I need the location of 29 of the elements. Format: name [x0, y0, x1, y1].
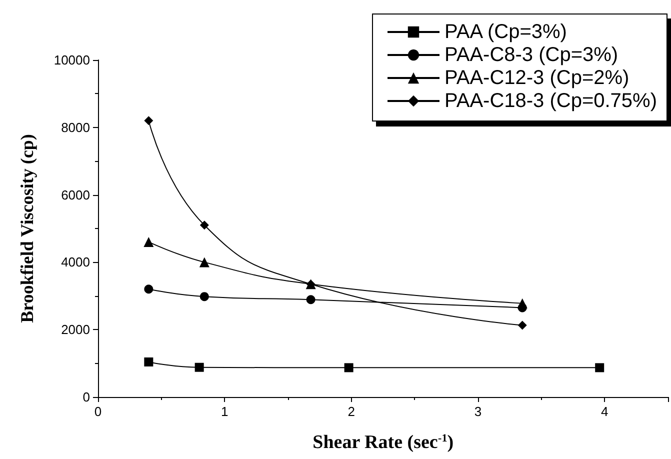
point [144, 236, 154, 247]
point [144, 284, 154, 294]
point [518, 320, 527, 330]
x-tick-label: 0 [94, 404, 102, 419]
y-tick-label: 4000 [61, 254, 90, 270]
x-tick-label: 1 [221, 404, 228, 419]
point [144, 357, 154, 366]
x-tick-label: 4 [601, 404, 608, 419]
y-tick-label: 0 [82, 390, 90, 404]
x-tick-label: 3 [474, 404, 482, 419]
legend-label: PAA-C12-3 (Cp=2%) [444, 67, 630, 89]
point [200, 292, 209, 302]
point [517, 298, 528, 308]
y-tick-label: 10000 [54, 52, 90, 68]
y-tick-label: 6000 [61, 187, 90, 202]
point [595, 363, 604, 372]
x-tick-label: 2 [348, 404, 355, 419]
point [194, 362, 204, 372]
y-axis-title: Brookfield Viscosity (cp) [17, 134, 37, 323]
legend-label: PAA (Cp=3%) [444, 21, 567, 43]
point [306, 295, 316, 304]
y-tick-label: 2000 [61, 322, 90, 338]
legend-label: PAA-C8-3 (Cp=3%) [444, 44, 618, 66]
legend-label: PAA-C18-3 (Cp=0.75%) [444, 90, 657, 112]
point [344, 363, 354, 372]
point [200, 220, 209, 230]
point [144, 116, 154, 126]
point [199, 257, 210, 268]
y-tick-label: 8000 [61, 120, 90, 135]
